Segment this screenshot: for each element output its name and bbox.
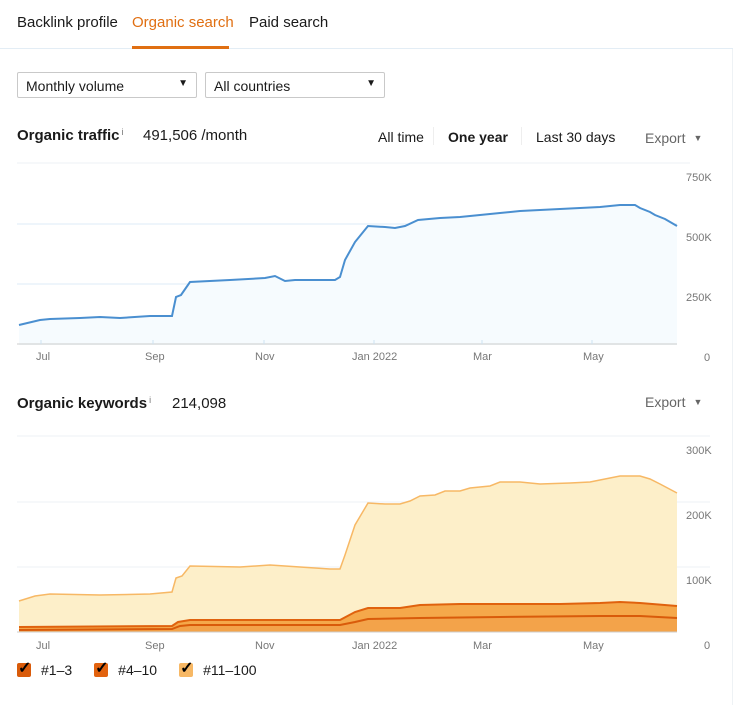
legend-label: #4–10	[118, 662, 158, 678]
y-tick: 250K	[686, 292, 712, 304]
y-tick: 0	[704, 352, 710, 364]
legend-top3-toggle[interactable]: #1–3	[17, 658, 73, 678]
checkbox-checked-icon[interactable]	[179, 658, 193, 678]
x-tick: Mar	[473, 640, 492, 652]
keywords-legend: #1–3 #4–10 #11–100	[17, 658, 279, 678]
legend-label: #1–3	[41, 662, 73, 678]
traffic-title-text: Organic traffic	[17, 127, 120, 144]
traffic-export-button[interactable]: Export ▼	[645, 130, 702, 146]
y-tick: 100K	[686, 575, 712, 587]
info-icon[interactable]: i	[121, 127, 124, 137]
x-tick: May	[583, 351, 604, 363]
range-separator	[433, 127, 434, 145]
x-tick: Nov	[255, 351, 275, 363]
tab-backlink-profile[interactable]: Backlink profile	[17, 14, 118, 31]
traffic-chart: Jul Sep Nov Jan 2022 Mar May 750K 500K 2…	[17, 162, 712, 364]
export-label: Export	[645, 394, 686, 410]
traffic-value: 491,506 /month	[143, 127, 248, 144]
volume-select-value: Monthly volume	[26, 78, 125, 94]
dropdown-arrow-icon: ▼	[178, 78, 188, 89]
traffic-title: Organic traffic i	[17, 127, 124, 144]
dropdown-arrow-icon: ▼	[693, 133, 703, 143]
y-tick: 750K	[686, 172, 712, 184]
tab-bar: Backlink profile Organic search Paid sea…	[0, 0, 733, 49]
country-select-value: All countries	[214, 78, 291, 94]
x-tick: Jan 2022	[352, 351, 397, 363]
x-tick: Jul	[36, 351, 50, 363]
dropdown-arrow-icon: ▼	[693, 397, 703, 407]
volume-select[interactable]: Monthly volume ▼	[17, 72, 197, 98]
x-tick: Mar	[473, 351, 492, 363]
tab-paid-search[interactable]: Paid search	[249, 14, 329, 31]
y-tick: 200K	[686, 510, 712, 522]
keywords-export-button[interactable]: Export ▼	[645, 394, 702, 410]
legend-4-10-toggle[interactable]: #4–10	[94, 658, 158, 678]
x-tick: Jan 2022	[352, 640, 397, 652]
x-tick: May	[583, 640, 604, 652]
x-tick: Sep	[145, 640, 165, 652]
active-tab-indicator	[132, 46, 229, 49]
keywords-title: Organic keywords i	[17, 395, 151, 412]
y-tick: 300K	[686, 445, 712, 457]
export-label: Export	[645, 130, 686, 146]
x-tick: Sep	[145, 351, 165, 363]
range-separator	[521, 127, 522, 145]
y-tick: 0	[704, 640, 710, 652]
legend-11-100-toggle[interactable]: #11–100	[179, 658, 257, 678]
legend-label: #11–100	[203, 662, 257, 678]
range-one-year[interactable]: One year	[448, 129, 508, 145]
x-tick: Jul	[36, 640, 50, 652]
country-select[interactable]: All countries ▼	[205, 72, 385, 98]
keywords-title-text: Organic keywords	[17, 395, 148, 412]
keywords-chart: Jul Sep Nov Jan 2022 Mar May 300K 200K 1…	[17, 435, 712, 652]
checkbox-checked-icon[interactable]	[17, 658, 31, 678]
tab-organic-search[interactable]: Organic search	[132, 14, 234, 31]
info-icon[interactable]: i	[149, 395, 152, 405]
dropdown-arrow-icon: ▼	[366, 78, 376, 89]
x-tick: Nov	[255, 640, 275, 652]
keywords-value: 214,098	[172, 395, 227, 412]
y-tick: 500K	[686, 232, 712, 244]
checkbox-checked-icon[interactable]	[94, 658, 109, 678]
range-all-time[interactable]: All time	[378, 129, 424, 145]
range-last-30-days[interactable]: Last 30 days	[536, 129, 616, 145]
